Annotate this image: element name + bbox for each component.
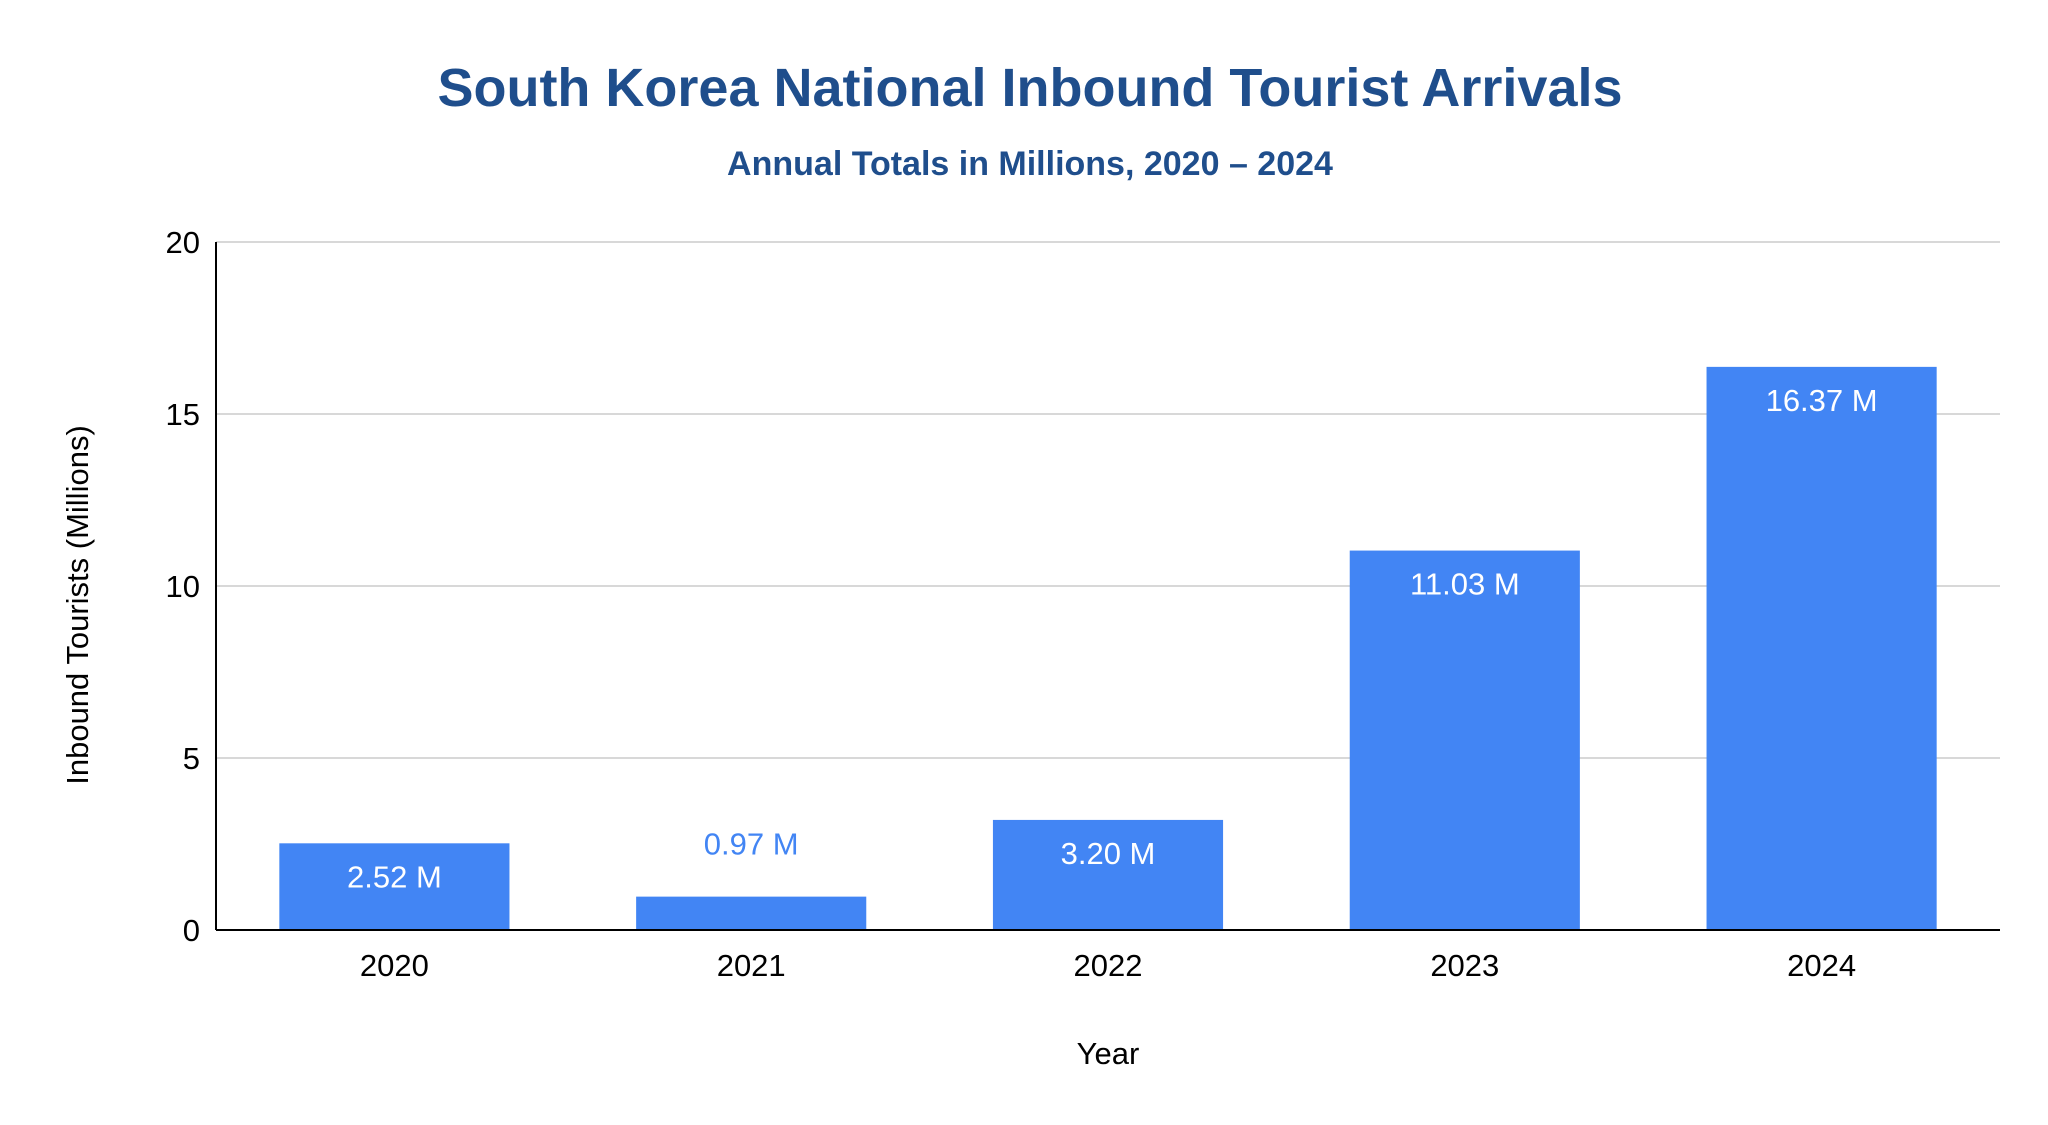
y-axis-ticks: 0 5 10 15 20 (166, 225, 200, 948)
data-label-2023: 11.03 M (1410, 567, 1520, 602)
data-label-2021: 0.97 M (704, 827, 799, 862)
y-tick-label: 15 (166, 397, 200, 432)
x-axis-title: Year (1077, 1036, 1140, 1071)
bar-2023 (1349, 550, 1580, 930)
x-tick-label: 2020 (360, 948, 429, 983)
gridlines (216, 241, 2000, 759)
x-tick-label: 2021 (717, 948, 786, 983)
bar-2024 (1706, 366, 1937, 930)
x-tick-label: 2022 (1074, 948, 1143, 983)
x-axis-ticks: 2020 2021 2022 2023 2024 (360, 948, 1856, 983)
x-tick-label: 2023 (1430, 948, 1499, 983)
data-labels: 2.52 M 0.97 M 3.20 M 11.03 M 16.37 M (347, 383, 1878, 894)
y-tick-label: 0 (183, 913, 200, 948)
data-label-2022: 3.20 M (1061, 836, 1156, 871)
data-label-2020: 2.52 M (347, 859, 442, 894)
bar-2020 (279, 843, 510, 930)
y-tick-label: 5 (183, 741, 200, 776)
bars (279, 366, 1937, 930)
y-axis-title: Inbound Tourists (Millions) (60, 425, 95, 785)
x-tick-label: 2024 (1787, 948, 1856, 983)
chart-title: South Korea National Inbound Tourist Arr… (437, 58, 1622, 118)
bar-2022 (992, 819, 1224, 930)
y-tick-label: 10 (166, 569, 200, 604)
y-tick-label: 20 (166, 225, 200, 260)
data-label-2024: 16.37 M (1766, 383, 1878, 418)
chart-subtitle: Annual Totals in Millions, 2020 – 2024 (727, 145, 1333, 183)
bar-2021 (636, 896, 867, 930)
